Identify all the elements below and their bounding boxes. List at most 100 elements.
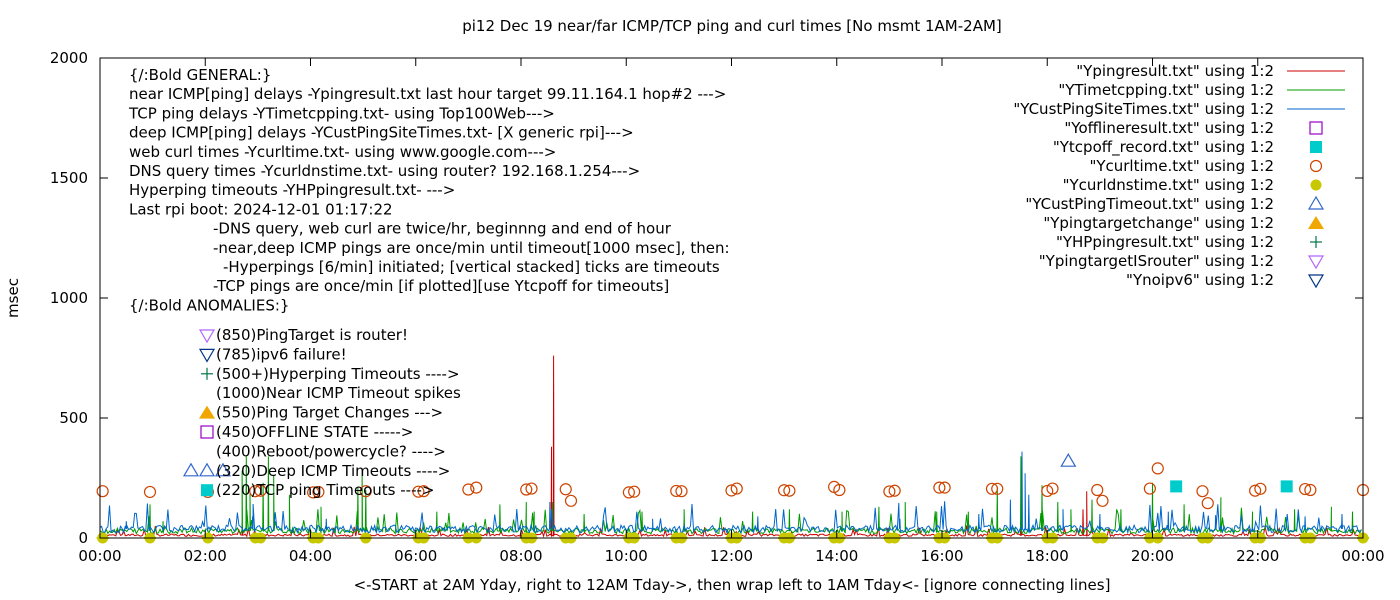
curltime-point <box>417 485 430 498</box>
legend-marker-swatch <box>1307 195 1325 210</box>
x-tick-label: 06:00 <box>394 547 437 565</box>
anomaly-marker-0 <box>182 462 200 477</box>
anomaly-notes: (850)PingTarget is router!(785)ipv6 fail… <box>182 326 461 499</box>
curltime-point <box>1096 494 1109 507</box>
curltime-point <box>520 483 533 496</box>
curltime-point <box>96 485 109 498</box>
anomaly-marker <box>198 348 216 363</box>
curltime-point <box>307 486 320 499</box>
anomaly-marker <box>201 367 213 380</box>
curltime-point <box>1046 482 1059 495</box>
curltime-point <box>143 485 157 499</box>
x-tick-label: 08:00 <box>499 547 542 565</box>
legend-label: "Ytcpoff_record.txt" using 1:2 <box>1053 138 1274 157</box>
anomaly-marker <box>198 329 216 344</box>
anomaly-label: (500+)Hyperping Timeouts ----> <box>216 365 460 383</box>
x-tick-label: 02:00 <box>184 547 227 565</box>
y-tick-label: 2000 <box>50 49 88 67</box>
curltime-point <box>564 494 578 507</box>
x-tick-label: 00:00 <box>78 547 121 565</box>
curltime-point <box>628 485 641 498</box>
curltime-point <box>883 485 896 498</box>
curltime-point <box>1091 483 1104 497</box>
anomaly-marker <box>201 484 213 497</box>
curltime-point <box>1201 497 1214 510</box>
legend-marker-swatch <box>1310 141 1322 153</box>
deep-icmp-timeout-point <box>1060 453 1077 467</box>
anomaly-label: (450)OFFLINE STATE -----> <box>216 423 413 441</box>
legend-label: "YTimetcpping.txt" using 1:2 <box>1058 81 1274 99</box>
legend-label: "Ynoipv6" using 1:2 <box>1126 271 1274 289</box>
chart-title: pi12 Dec 19 near/far ICMP/TCP ping and c… <box>462 17 1002 35</box>
note-line: -Hyperpings [6/min] initiated; [vertical… <box>223 258 720 276</box>
curltime-point <box>359 485 372 498</box>
note-line: -TCP pings are once/min [if plotted][use… <box>213 277 669 295</box>
curltime-point <box>1041 484 1054 498</box>
y-tick-label: 0 <box>78 529 88 547</box>
y-tick-label: 500 <box>59 409 88 427</box>
legend-label: "Yofflineresult.txt" using 1:2 <box>1064 119 1274 137</box>
legend-marker-swatch <box>1309 121 1323 135</box>
anomaly-label: (320)Deep ICMP Timeouts ----> <box>216 462 450 480</box>
x-tick-label: 00:00 <box>1341 547 1384 565</box>
legend-marker-swatch <box>1310 236 1322 248</box>
anomaly-label: (1000)Near ICMP Timeout spikes <box>216 384 461 402</box>
anomaly-marker-1 <box>198 462 216 477</box>
x-tick-label: 16:00 <box>920 547 963 565</box>
axes: 0 500 1000 1500 2000 00:00 02:00 04:00 06:00 08:0… <box>50 49 1385 565</box>
curltime-point <box>991 482 1004 495</box>
note-line: Hyperping timeouts -YHPpingresult.txt- -… <box>129 181 455 199</box>
legend-label: "Ycurltime.txt" using 1:2 <box>1089 157 1274 175</box>
curltime-point <box>470 481 483 494</box>
curltime-point <box>1143 482 1156 495</box>
note-line: -near,deep ICMP pings are once/min until… <box>213 239 730 257</box>
x-tick-label: 10:00 <box>605 547 648 565</box>
y-tick-label: 1000 <box>50 289 88 307</box>
anomaly-label: (220)TCP ping Timeouts ----> <box>216 481 434 499</box>
legend-marker-swatch <box>1308 216 1324 229</box>
legend-label: "Ypingresult.txt" using 1:2 <box>1076 62 1274 80</box>
note-line: Last rpi boot: 2024-12-01 01:17:22 <box>129 200 393 218</box>
anomaly-label: (850)PingTarget is router! <box>216 326 408 344</box>
legend-label: "Ycurldnstime.txt" using 1:2 <box>1063 176 1274 194</box>
legend-label: "YCustPingTimeout.txt" using 1:2 <box>1025 195 1274 213</box>
legend-marker-swatch <box>1307 255 1325 270</box>
y-axis-label: msec <box>4 278 22 318</box>
legend-label: "Ypingtargetchange" using 1:2 <box>1043 214 1274 232</box>
note-line: {/:Bold ANOMALIES:} <box>129 296 289 314</box>
x-tick-label: 18:00 <box>1026 547 1069 565</box>
anomaly-label: (785)ipv6 failure! <box>216 345 347 363</box>
curltime-point <box>412 485 425 498</box>
curltime-point <box>1151 462 1164 475</box>
curltime-point <box>933 481 946 494</box>
note-line: {/:Bold GENERAL:} <box>129 66 271 84</box>
curltime-point <box>985 482 999 495</box>
x-tick-label: 14:00 <box>815 547 858 565</box>
curltime-point <box>1299 482 1312 496</box>
curltime-point <box>462 483 475 496</box>
curltime-point <box>312 485 325 499</box>
note-line: deep ICMP[ping] delays -YCustPingSiteTim… <box>129 124 634 142</box>
tcp-timeout-point <box>1170 480 1183 493</box>
anomaly-label: (550)Ping Target Changes ---> <box>216 404 443 422</box>
legend-label: "YpingtargetISrouter" using 1:2 <box>1039 252 1274 270</box>
x-tick-label: 12:00 <box>710 547 753 565</box>
legend-label: "YHPpingresult.txt" using 1:2 <box>1056 233 1274 251</box>
curltime-point <box>559 483 572 496</box>
curltime-point <box>675 485 688 498</box>
anomaly-marker <box>199 405 215 419</box>
x-tick-label: 04:00 <box>289 547 332 565</box>
annotation-notes: {/:Bold GENERAL:}near ICMP[ping] delays … <box>128 66 730 314</box>
series-line-2 <box>99 451 1362 535</box>
curltime-point <box>1304 483 1317 497</box>
curltime-point <box>525 482 538 495</box>
note-line: DNS query times -Ycurldnstime.txt- using… <box>129 162 640 180</box>
curltime-point <box>833 483 846 497</box>
anomaly-marker <box>182 462 232 477</box>
legend-marker-swatch <box>1307 274 1325 289</box>
y-tick-label: 1500 <box>50 169 88 187</box>
curltime-point <box>725 484 738 497</box>
curltime-point <box>730 482 743 495</box>
